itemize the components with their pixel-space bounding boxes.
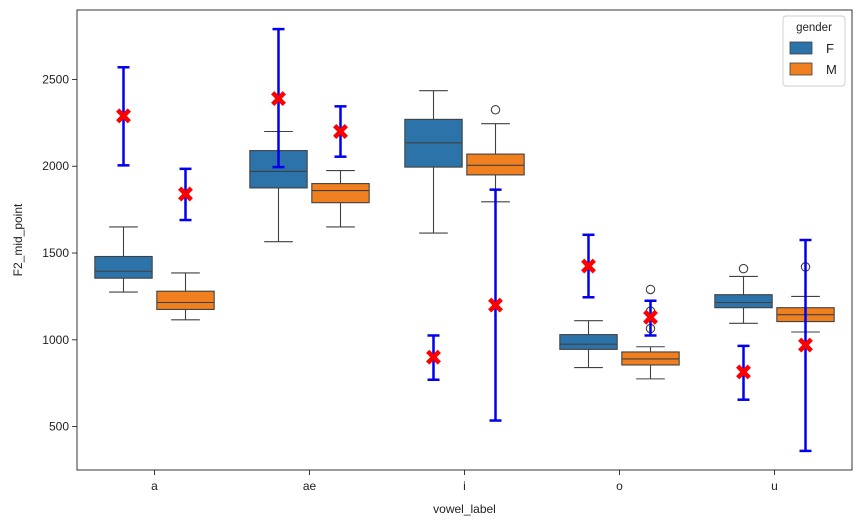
y-tick-label: 2500 (42, 72, 69, 86)
mean-marker-stroke (426, 349, 441, 365)
y-axis-label: F2_mid_point (11, 203, 25, 276)
mean-marker (643, 309, 658, 325)
legend-title: gender (796, 22, 832, 34)
mean-marker (178, 186, 193, 202)
y-axis: 500 1000 1500 2000 2500 (42, 72, 77, 434)
box-body (94, 255, 153, 279)
outlier-point (645, 284, 656, 295)
box-body (559, 334, 618, 350)
x-axis-label: vowel_label (433, 502, 496, 516)
mean-marker (116, 108, 131, 124)
mean-errorbar-i-f (426, 334, 441, 381)
outlier-point (738, 263, 749, 274)
x-axis: a ae i o u (151, 470, 778, 493)
mean-marker-stroke (736, 364, 751, 380)
box-o-m (621, 284, 680, 380)
mean-marker-stroke (798, 337, 813, 353)
errorbars-layer (116, 27, 813, 453)
mean-marker (426, 349, 441, 365)
mean-marker (333, 124, 348, 139)
legend: gender F M (782, 15, 846, 87)
mean-errorbar-o-f (581, 233, 596, 299)
mean-errorbar-a-m (178, 167, 193, 222)
outlier-point (490, 105, 501, 115)
y-tick-label: 2000 (42, 159, 69, 173)
mean-marker-stroke (488, 297, 503, 313)
mean-marker (581, 258, 596, 274)
x-tick-label: o (616, 479, 623, 493)
x-tick-label: a (151, 479, 158, 493)
mean-marker-stroke (643, 309, 658, 325)
mean-errorbar-ae-m (333, 105, 348, 158)
mean-marker (488, 297, 503, 313)
y-tick-label: 1500 (42, 246, 69, 260)
y-tick-label: 500 (49, 420, 69, 434)
mean-errorbar-ae-f (271, 27, 286, 169)
box-o-f (559, 320, 618, 369)
mean-errorbar-u-m (798, 238, 813, 453)
mean-marker-stroke (581, 258, 596, 274)
box-a-m (156, 272, 215, 321)
box-ae-m (311, 170, 370, 228)
mean-marker-stroke (333, 124, 348, 139)
box-u-f (714, 263, 773, 324)
box-body (249, 150, 308, 189)
mean-marker (798, 337, 813, 353)
mean-errorbar-i-m (488, 188, 503, 422)
box-body (311, 183, 370, 204)
legend-swatch-f (789, 41, 813, 55)
boxes-layer (94, 90, 835, 380)
x-tick-label: i (463, 479, 466, 493)
x-tick-label: u (771, 479, 778, 493)
mean-errorbar-o-m (643, 299, 658, 337)
mean-marker-stroke (116, 108, 131, 124)
x-tick-label: ae (303, 479, 317, 493)
plot-frame (76, 9, 853, 471)
legend-label-f: F (826, 41, 834, 56)
box-body (466, 153, 525, 176)
mean-errorbar-a-f (116, 66, 131, 167)
mean-marker-stroke (271, 91, 286, 106)
legend-swatch-m (789, 62, 813, 76)
y-tick-label: 1000 (42, 333, 69, 347)
box-i-f (404, 90, 463, 234)
box-a-f (94, 226, 153, 293)
legend-label-m: M (826, 62, 837, 77)
box-body (156, 290, 215, 310)
mean-marker-stroke (178, 186, 193, 202)
box-i-m (466, 105, 525, 203)
plot-area (94, 27, 835, 453)
box-body (714, 294, 773, 309)
mean-marker (736, 364, 751, 380)
mean-marker (271, 91, 286, 106)
mean-errorbar-u-f (736, 344, 751, 401)
